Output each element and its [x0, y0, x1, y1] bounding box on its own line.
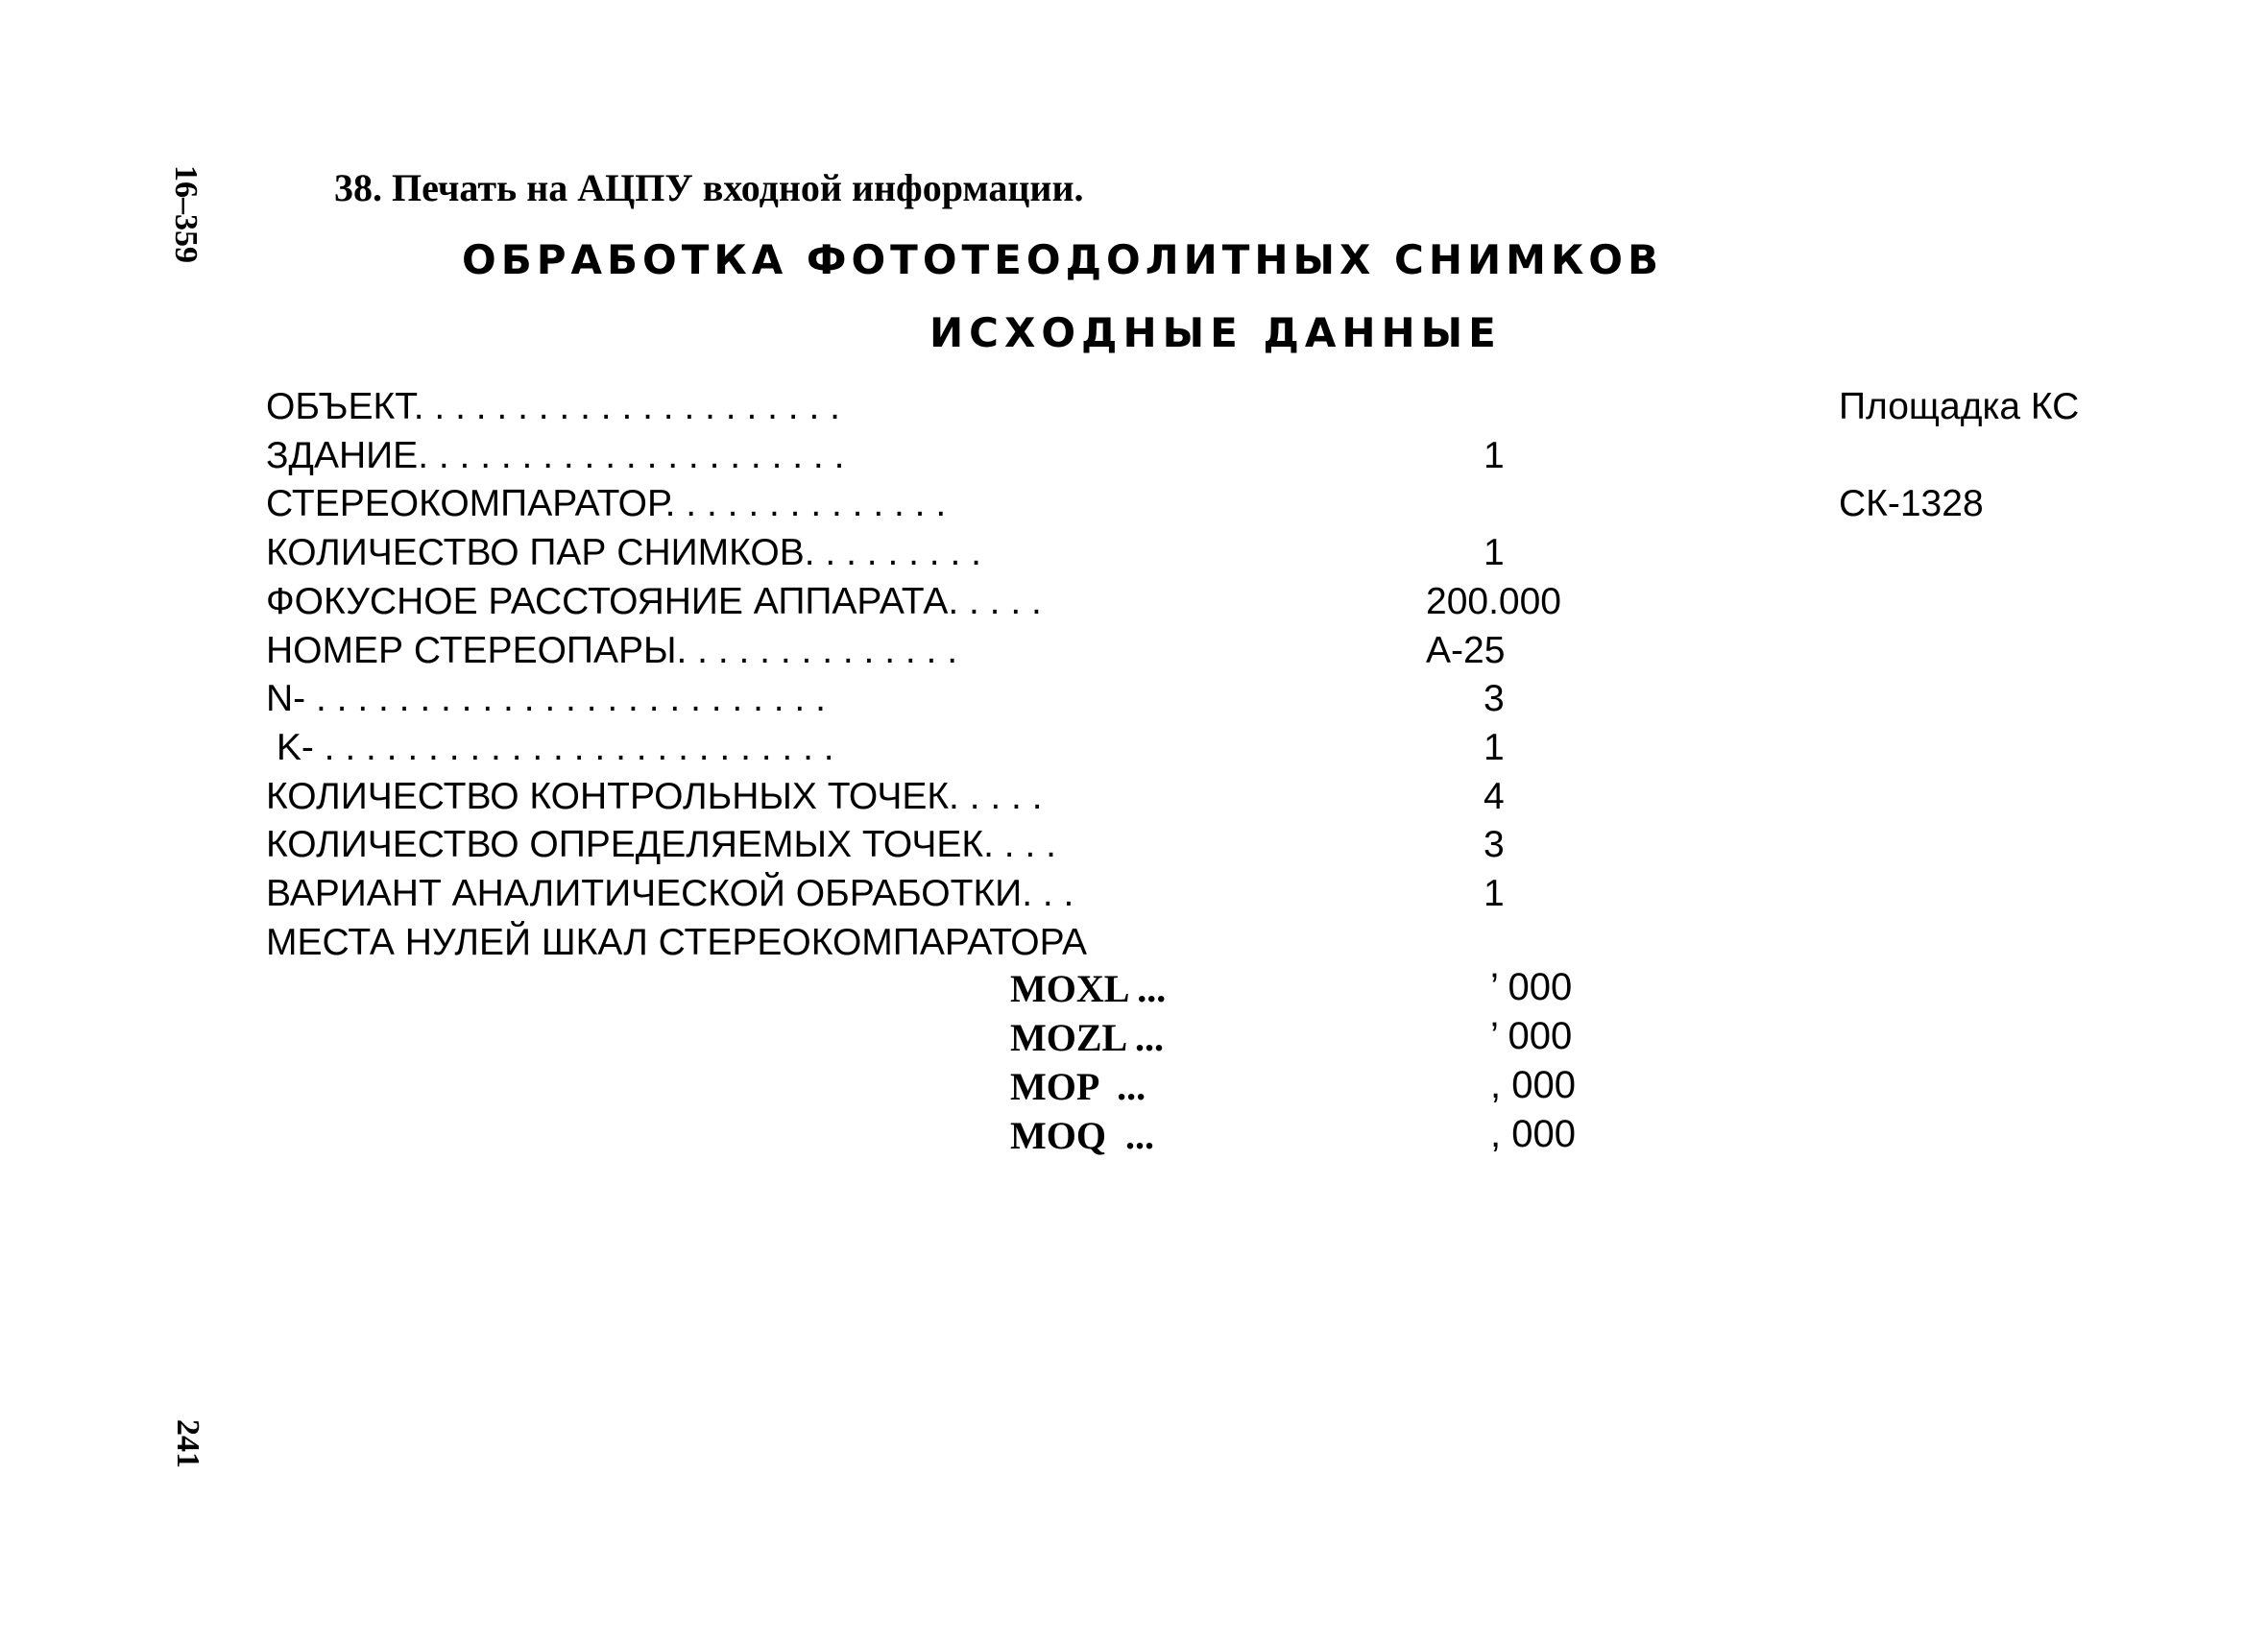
zero-label: MOZL ...: [1010, 1016, 1165, 1059]
parameter-label: ФОКУСНОЕ РАССТОЯНИЕ АППАРАТА. . . . .: [266, 580, 1042, 622]
document-heading: ОБРАБОТКА ФОТОТЕОДОЛИТНЫХ СНИМКОВ: [462, 236, 1664, 283]
parameter-label: ЗДАНИЕ. . . . . . . . . . . . . . . . . …: [266, 434, 845, 476]
parameter-value: 1: [1484, 726, 1505, 768]
parameter-text-value: СК-1328: [1839, 483, 1984, 525]
parameter-value: 1: [1484, 532, 1505, 574]
zero-value: , 000: [1490, 1113, 1576, 1155]
parameter-value: 3: [1484, 824, 1505, 866]
margin-code: 16–359: [168, 165, 204, 263]
parameter-label: ОБЪЕКТ. . . . . . . . . . . . . . . . . …: [266, 386, 840, 427]
parameter-label: МЕСТА НУЛЕЙ ШКАЛ СТЕРЕОКОМПАРАТОРА: [266, 921, 1088, 963]
zero-label: MOQ ...: [1010, 1114, 1154, 1157]
parameter-label: K- . . . . . . . . . . . . . . . . . . .…: [266, 726, 834, 768]
parameter-value: 200.000: [1426, 580, 1561, 622]
parameter-value: 4: [1484, 775, 1505, 817]
parameter-label: СТЕРЕОКОМПАРАТОР. . . . . . . . . . . . …: [266, 483, 947, 525]
parameter-label: ВАРИАНТ АНАЛИТИЧЕСКОЙ ОБРАБОТКИ. . .: [266, 873, 1074, 914]
parameter-value: 3: [1484, 678, 1505, 720]
document-subheading: ИСХОДНЫЕ ДАННЫЕ: [929, 309, 1502, 356]
parameter-value: А-25: [1426, 629, 1506, 671]
parameter-label: НОМЕР СТЕРЕОПАРЫ. . . . . . . . . . . . …: [266, 629, 958, 671]
zero-value: , 000: [1490, 1064, 1576, 1106]
parameter-label: КОЛИЧЕСТВО ПАР СНИМКОВ. . . . . . . . .: [266, 532, 981, 574]
zero-value: ’ 000: [1490, 1015, 1573, 1057]
parameter-value: 1: [1484, 873, 1505, 914]
parameter-text-value: Площадка КС: [1839, 386, 2080, 427]
parameter-value: 1: [1484, 434, 1505, 476]
parameter-label: КОЛИЧЕСТВО КОНТРОЛЬНЫХ ТОЧЕК. . . . .: [266, 775, 1043, 817]
parameter-label: N- . . . . . . . . . . . . . . . . . . .…: [266, 678, 826, 720]
zero-value: ’ 000: [1490, 966, 1573, 1008]
section-title: 38. Печать на АЦПУ входной информации.: [334, 166, 1084, 209]
zero-label: MOP ...: [1010, 1065, 1146, 1108]
zero-label: MOXL ...: [1010, 967, 1167, 1010]
page-number: 241: [170, 1419, 205, 1468]
parameter-label: КОЛИЧЕСТВО ОПРЕДЕЛЯЕМЫХ ТОЧЕК. . . .: [266, 824, 1056, 866]
